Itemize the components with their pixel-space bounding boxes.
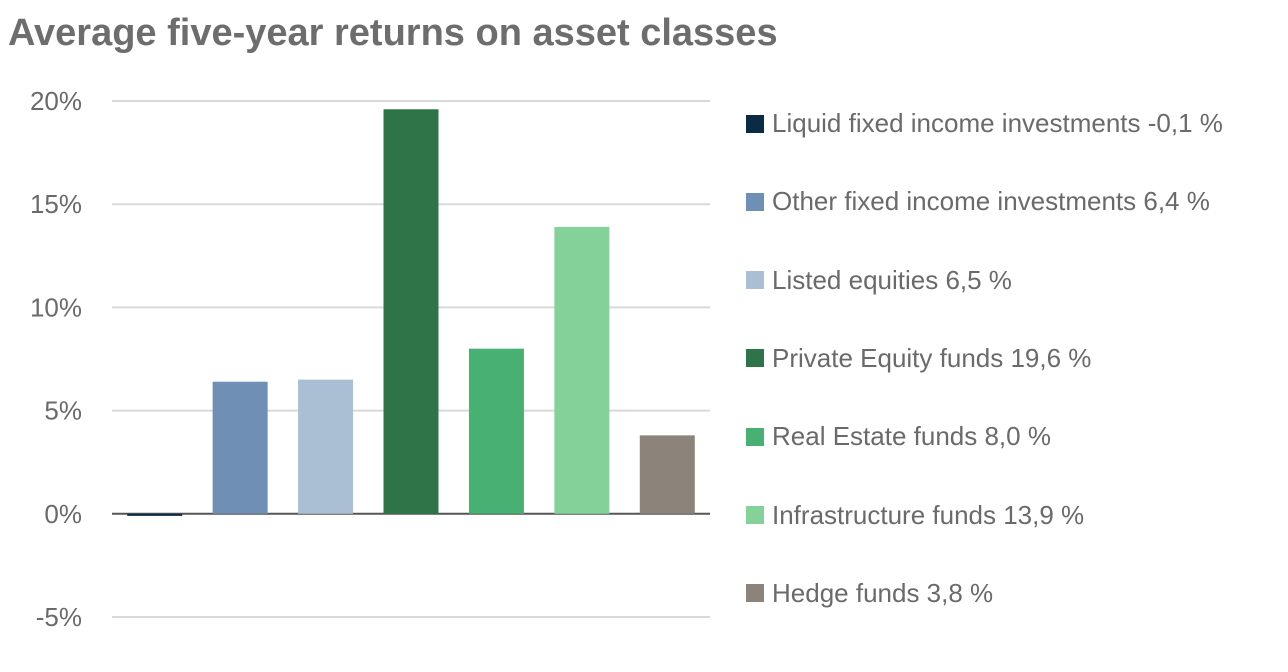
- legend-swatch: [746, 584, 764, 603]
- bar-hedge-funds: [639, 435, 695, 514]
- bar-listed-equities: [298, 379, 354, 514]
- legend-label: Hedge funds 3,8 %: [772, 577, 994, 608]
- legend-item: Listed equities 6,5 %: [746, 265, 1012, 296]
- legend-item: Infrastructure funds 13,9 %: [746, 500, 1084, 531]
- y-tick-label: -5%: [36, 602, 82, 632]
- bar-infrastructure-funds: [554, 226, 610, 514]
- legend-item: Other fixed income investments 6,4 %: [746, 186, 1210, 217]
- y-tick-label: 5%: [44, 396, 82, 426]
- legend-label: Private Equity funds 19,6 %: [772, 342, 1092, 373]
- legend-swatch: [746, 506, 764, 524]
- bar-private-equity-funds: [383, 109, 439, 514]
- legend-label: Liquid fixed income investments -0,1 %: [772, 108, 1223, 138]
- legend-item: Hedge funds 3,8 %: [746, 578, 993, 609]
- bar-real-estate-funds: [468, 348, 524, 514]
- legend-label: Infrastructure funds 13,9 %: [772, 499, 1085, 530]
- legend-item: Liquid fixed income investments -0,1 %: [746, 108, 1223, 139]
- legend-swatch: [746, 114, 764, 133]
- y-tick-label: 0%: [44, 499, 82, 529]
- legend-label: Real Estate funds 8,0 %: [772, 421, 1051, 452]
- bar-liquid-fixed-income-investments: [127, 513, 183, 516]
- legend-swatch: [746, 349, 764, 368]
- legend-label: Listed equities 6,5 %: [772, 264, 1012, 295]
- legend-swatch: [746, 192, 764, 211]
- y-tick-label: 20%: [30, 86, 82, 116]
- legend-item: Real Estate funds 8,0 %: [746, 421, 1051, 452]
- bar-other-fixed-income-investments: [212, 381, 268, 514]
- legend-swatch: [746, 271, 764, 290]
- y-tick-label: 15%: [30, 189, 82, 219]
- legend-label: Other fixed income investments 6,4 %: [772, 186, 1210, 217]
- legend-item: Private Equity funds 19,6 %: [746, 343, 1091, 374]
- y-tick-label: 10%: [30, 292, 82, 322]
- chart-title: Average five-year returns on asset class…: [8, 12, 778, 54]
- legend-swatch: [746, 427, 764, 446]
